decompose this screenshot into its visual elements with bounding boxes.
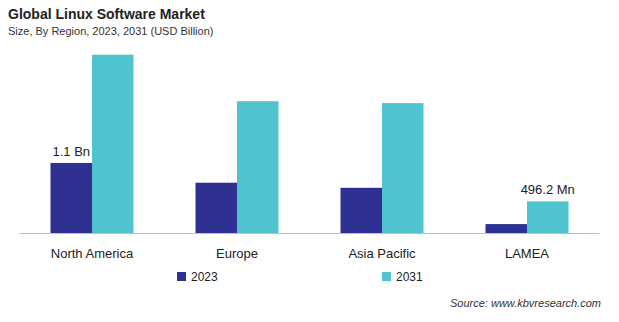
legend-label: 2031 bbox=[396, 270, 423, 284]
bar bbox=[196, 183, 238, 233]
bar bbox=[527, 201, 569, 233]
x-tick-label: Asia Pacific bbox=[348, 246, 416, 261]
legend-swatch bbox=[382, 272, 391, 281]
bar bbox=[486, 224, 528, 233]
data-label: 496.2 Mn bbox=[521, 182, 575, 197]
chart-svg: Global Linux Software Market Size, By Reg… bbox=[0, 0, 619, 322]
source: Source: www.kbvresearch.com bbox=[450, 297, 601, 309]
data-label: 1.1 Bn bbox=[52, 144, 90, 159]
x-tick-label: Europe bbox=[216, 246, 258, 261]
bar bbox=[382, 103, 424, 233]
x-axis-line bbox=[20, 233, 600, 234]
bar bbox=[51, 163, 93, 233]
legend-swatch bbox=[177, 272, 186, 281]
legend: 2023 2031 bbox=[177, 270, 423, 284]
bar bbox=[237, 101, 279, 233]
bars bbox=[51, 55, 569, 233]
title: Global Linux Software Market bbox=[8, 6, 205, 22]
bar bbox=[92, 55, 134, 233]
data-labels: 1.1 Bn 496.2 Mn bbox=[52, 144, 574, 197]
bar bbox=[341, 188, 383, 233]
x-tick-label: LAMEA bbox=[505, 246, 549, 261]
subtitle: Size, By Region, 2023, 2031 (USD Billion… bbox=[8, 25, 213, 37]
x-tick-label: North America bbox=[51, 246, 134, 261]
legend-label: 2023 bbox=[191, 270, 218, 284]
chart-root: Global Linux Software Market Size, By Reg… bbox=[0, 0, 619, 322]
